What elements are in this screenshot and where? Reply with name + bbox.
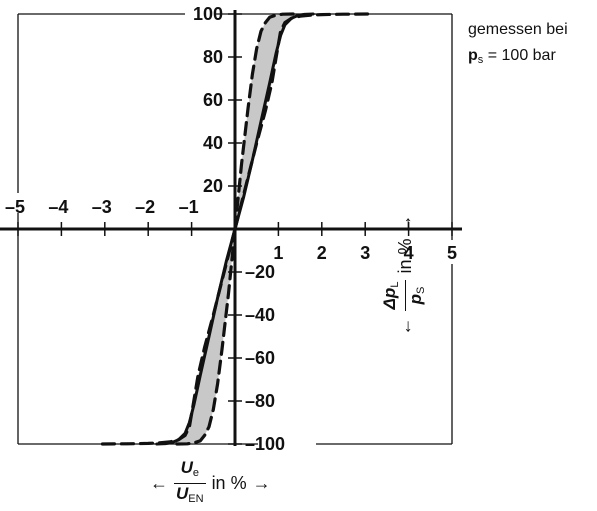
y-tick-label: –100 <box>245 434 285 454</box>
y-den-sub: S <box>414 286 427 294</box>
y-tick-label: 60 <box>203 90 223 110</box>
tolerance-band-upper <box>235 14 372 229</box>
x-tick-label: 5 <box>447 243 457 263</box>
curve-3-lower <box>174 227 237 446</box>
tolerance-band-lower <box>98 229 235 444</box>
x-num-sub: e <box>192 466 199 479</box>
x-tick-label: 3 <box>360 243 370 263</box>
curve-layer <box>96 12 374 446</box>
y-den-symbol: p <box>405 294 425 305</box>
tick-layer: –5 –4 –3 –2 –1 1 2 3 4 5 20 40 60 80 100 –20 –40 –60 –80 –1… <box>5 4 457 454</box>
pressure-value: = 100 bar <box>483 47 556 64</box>
measurement-note-line2: ps = 100 bar <box>468 46 556 70</box>
y-tick-label: –60 <box>245 348 275 368</box>
x-tick-label: –1 <box>179 197 199 217</box>
y-tick-label: 20 <box>203 176 223 196</box>
pressure-symbol: p <box>468 47 478 64</box>
y-tick-label: 80 <box>203 47 223 67</box>
y-axis-arrow-left: ← <box>394 317 415 336</box>
x-num-symbol: U <box>180 457 193 477</box>
axes-layer <box>0 10 462 446</box>
y-axis-numerator: ΔpL <box>380 280 405 312</box>
y-tick-label: –80 <box>245 391 275 411</box>
y-axis-arrow-right: → <box>394 214 415 233</box>
x-axis-fraction-bar <box>174 482 206 484</box>
y-tick-label: 100 <box>193 4 223 24</box>
x-tick-label: 4 <box>404 243 414 263</box>
x-axis-title: ← Ue UEN in % → <box>150 455 330 511</box>
curve-2-upper <box>233 12 315 231</box>
x-den-sub: EN <box>188 492 204 505</box>
y-num-symbol: Δp <box>379 287 399 310</box>
x-axis-numerator: Ue <box>179 458 201 483</box>
curve-3-upper <box>233 12 296 231</box>
y-tick-label: –40 <box>245 305 275 325</box>
x-axis-fraction: Ue UEN <box>174 458 206 509</box>
y-tick-label: –20 <box>245 262 275 282</box>
x-tick-label: –5 <box>5 197 25 217</box>
tolerance-band-layer <box>98 14 372 444</box>
x-axis-denominator: UEN <box>174 484 206 509</box>
x-axis-arrow-left: ← <box>150 472 168 493</box>
curve-2-lower <box>155 227 237 446</box>
y-axis-fraction: ΔpL pS <box>380 279 431 312</box>
measurement-note-line1: gemessen bei <box>468 21 568 38</box>
x-den-symbol: U <box>176 483 189 503</box>
x-tick-label: –4 <box>48 197 68 217</box>
x-tick-label: –3 <box>92 197 112 217</box>
y-tick-label: 40 <box>203 133 223 153</box>
y-axis-title: ← ΔpL pS in % → <box>380 155 430 395</box>
x-tick-label: 2 <box>317 243 327 263</box>
x-axis-unit: in % <box>211 472 247 493</box>
y-axis-unit: in % <box>394 238 415 274</box>
y-num-sub: L <box>388 281 401 288</box>
pressure-subscript: s <box>477 54 484 66</box>
x-axis-arrow-right: → <box>252 472 271 493</box>
x-tick-label: –2 <box>135 197 155 217</box>
y-axis-denominator: pS <box>406 285 431 307</box>
x-tick-label: 1 <box>273 243 283 263</box>
